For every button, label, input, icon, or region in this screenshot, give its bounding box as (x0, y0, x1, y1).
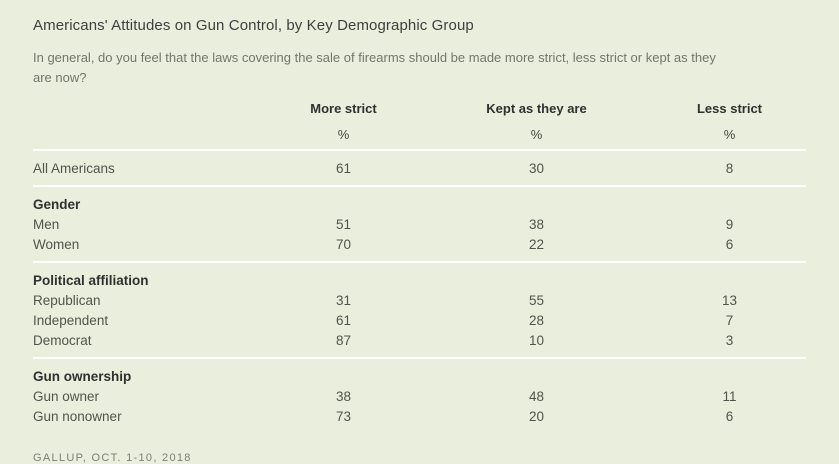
cell-value: 38 (335, 388, 352, 404)
section-divider (33, 261, 806, 263)
section-header-row: Gun ownership (33, 366, 839, 386)
section-divider (33, 357, 806, 359)
source-attribution: GALLUP, OCT. 1-10, 2018 (33, 452, 192, 464)
section-divider (33, 185, 806, 187)
table-body: All Americans 61 30 8 Gender Men 51 38 9 Women 70 2… (33, 158, 839, 426)
column-header-row: More strict Kept as they are Less strict (33, 99, 839, 117)
table-row: All Americans 61 30 8 (33, 158, 839, 178)
page-title: Americans' Attitudes on Gun Control, by … (33, 17, 474, 34)
column-header: More strict (310, 100, 377, 116)
cell-value: 6 (725, 236, 734, 252)
cell-value: 48 (528, 388, 545, 404)
row-label: All Americans (33, 160, 115, 176)
header-divider (33, 149, 806, 151)
cell-value: 6 (725, 408, 734, 424)
cell-value: 28 (528, 312, 545, 328)
percent-symbol: % (530, 126, 543, 142)
cell-value: 61 (335, 312, 352, 328)
cell-value: 70 (335, 236, 352, 252)
cell-value: 9 (725, 216, 734, 232)
table-row: Gun nonowner 73 20 6 (33, 406, 839, 426)
column-header: Kept as they are (486, 100, 587, 116)
cell-value: 51 (335, 216, 352, 232)
percent-symbol: % (723, 126, 736, 142)
unit-row: % % % (33, 126, 839, 142)
cell-value: 31 (335, 292, 352, 308)
row-label: Independent (33, 312, 109, 328)
table-row: Gun owner 38 48 11 (33, 386, 839, 406)
section-header-row: Political affiliation (33, 270, 839, 290)
cell-value: 3 (725, 332, 734, 348)
cell-value: 55 (528, 292, 545, 308)
table-row: Republican 31 55 13 (33, 290, 839, 310)
table-row: Independent 61 28 7 (33, 310, 839, 330)
row-label: Republican (33, 292, 101, 308)
section-header-label: Political affiliation (33, 272, 149, 288)
survey-question: In general, do you feel that the laws co… (33, 50, 716, 85)
cell-value: 10 (528, 332, 545, 348)
row-label: Gun owner (33, 388, 100, 404)
section-header-label: Gun ownership (33, 368, 132, 384)
cell-value: 73 (335, 408, 352, 424)
section-header-label: Gender (33, 196, 81, 212)
table-row: Democrat 87 10 3 (33, 330, 839, 350)
cell-value: 20 (528, 408, 545, 424)
cell-value: 30 (528, 160, 545, 176)
cell-value: 87 (335, 332, 352, 348)
table-row: Women 70 22 6 (33, 234, 839, 254)
row-label: Women (33, 236, 80, 252)
percent-symbol: % (337, 126, 350, 142)
row-label: Gun nonowner (33, 408, 122, 424)
cell-value: 22 (528, 236, 545, 252)
cell-value: 11 (722, 388, 737, 404)
cell-value: 38 (528, 216, 545, 232)
cell-value: 8 (725, 160, 734, 176)
cell-value: 13 (721, 292, 738, 308)
row-label: Democrat (33, 332, 92, 348)
table-row: Men 51 38 9 (33, 214, 839, 234)
cell-value: 7 (725, 312, 734, 328)
section-header-row: Gender (33, 194, 839, 214)
data-table: More strict Kept as they are Less strict… (0, 99, 839, 426)
column-header: Less strict (696, 100, 763, 116)
row-label: Men (33, 216, 60, 232)
cell-value: 61 (335, 160, 352, 176)
